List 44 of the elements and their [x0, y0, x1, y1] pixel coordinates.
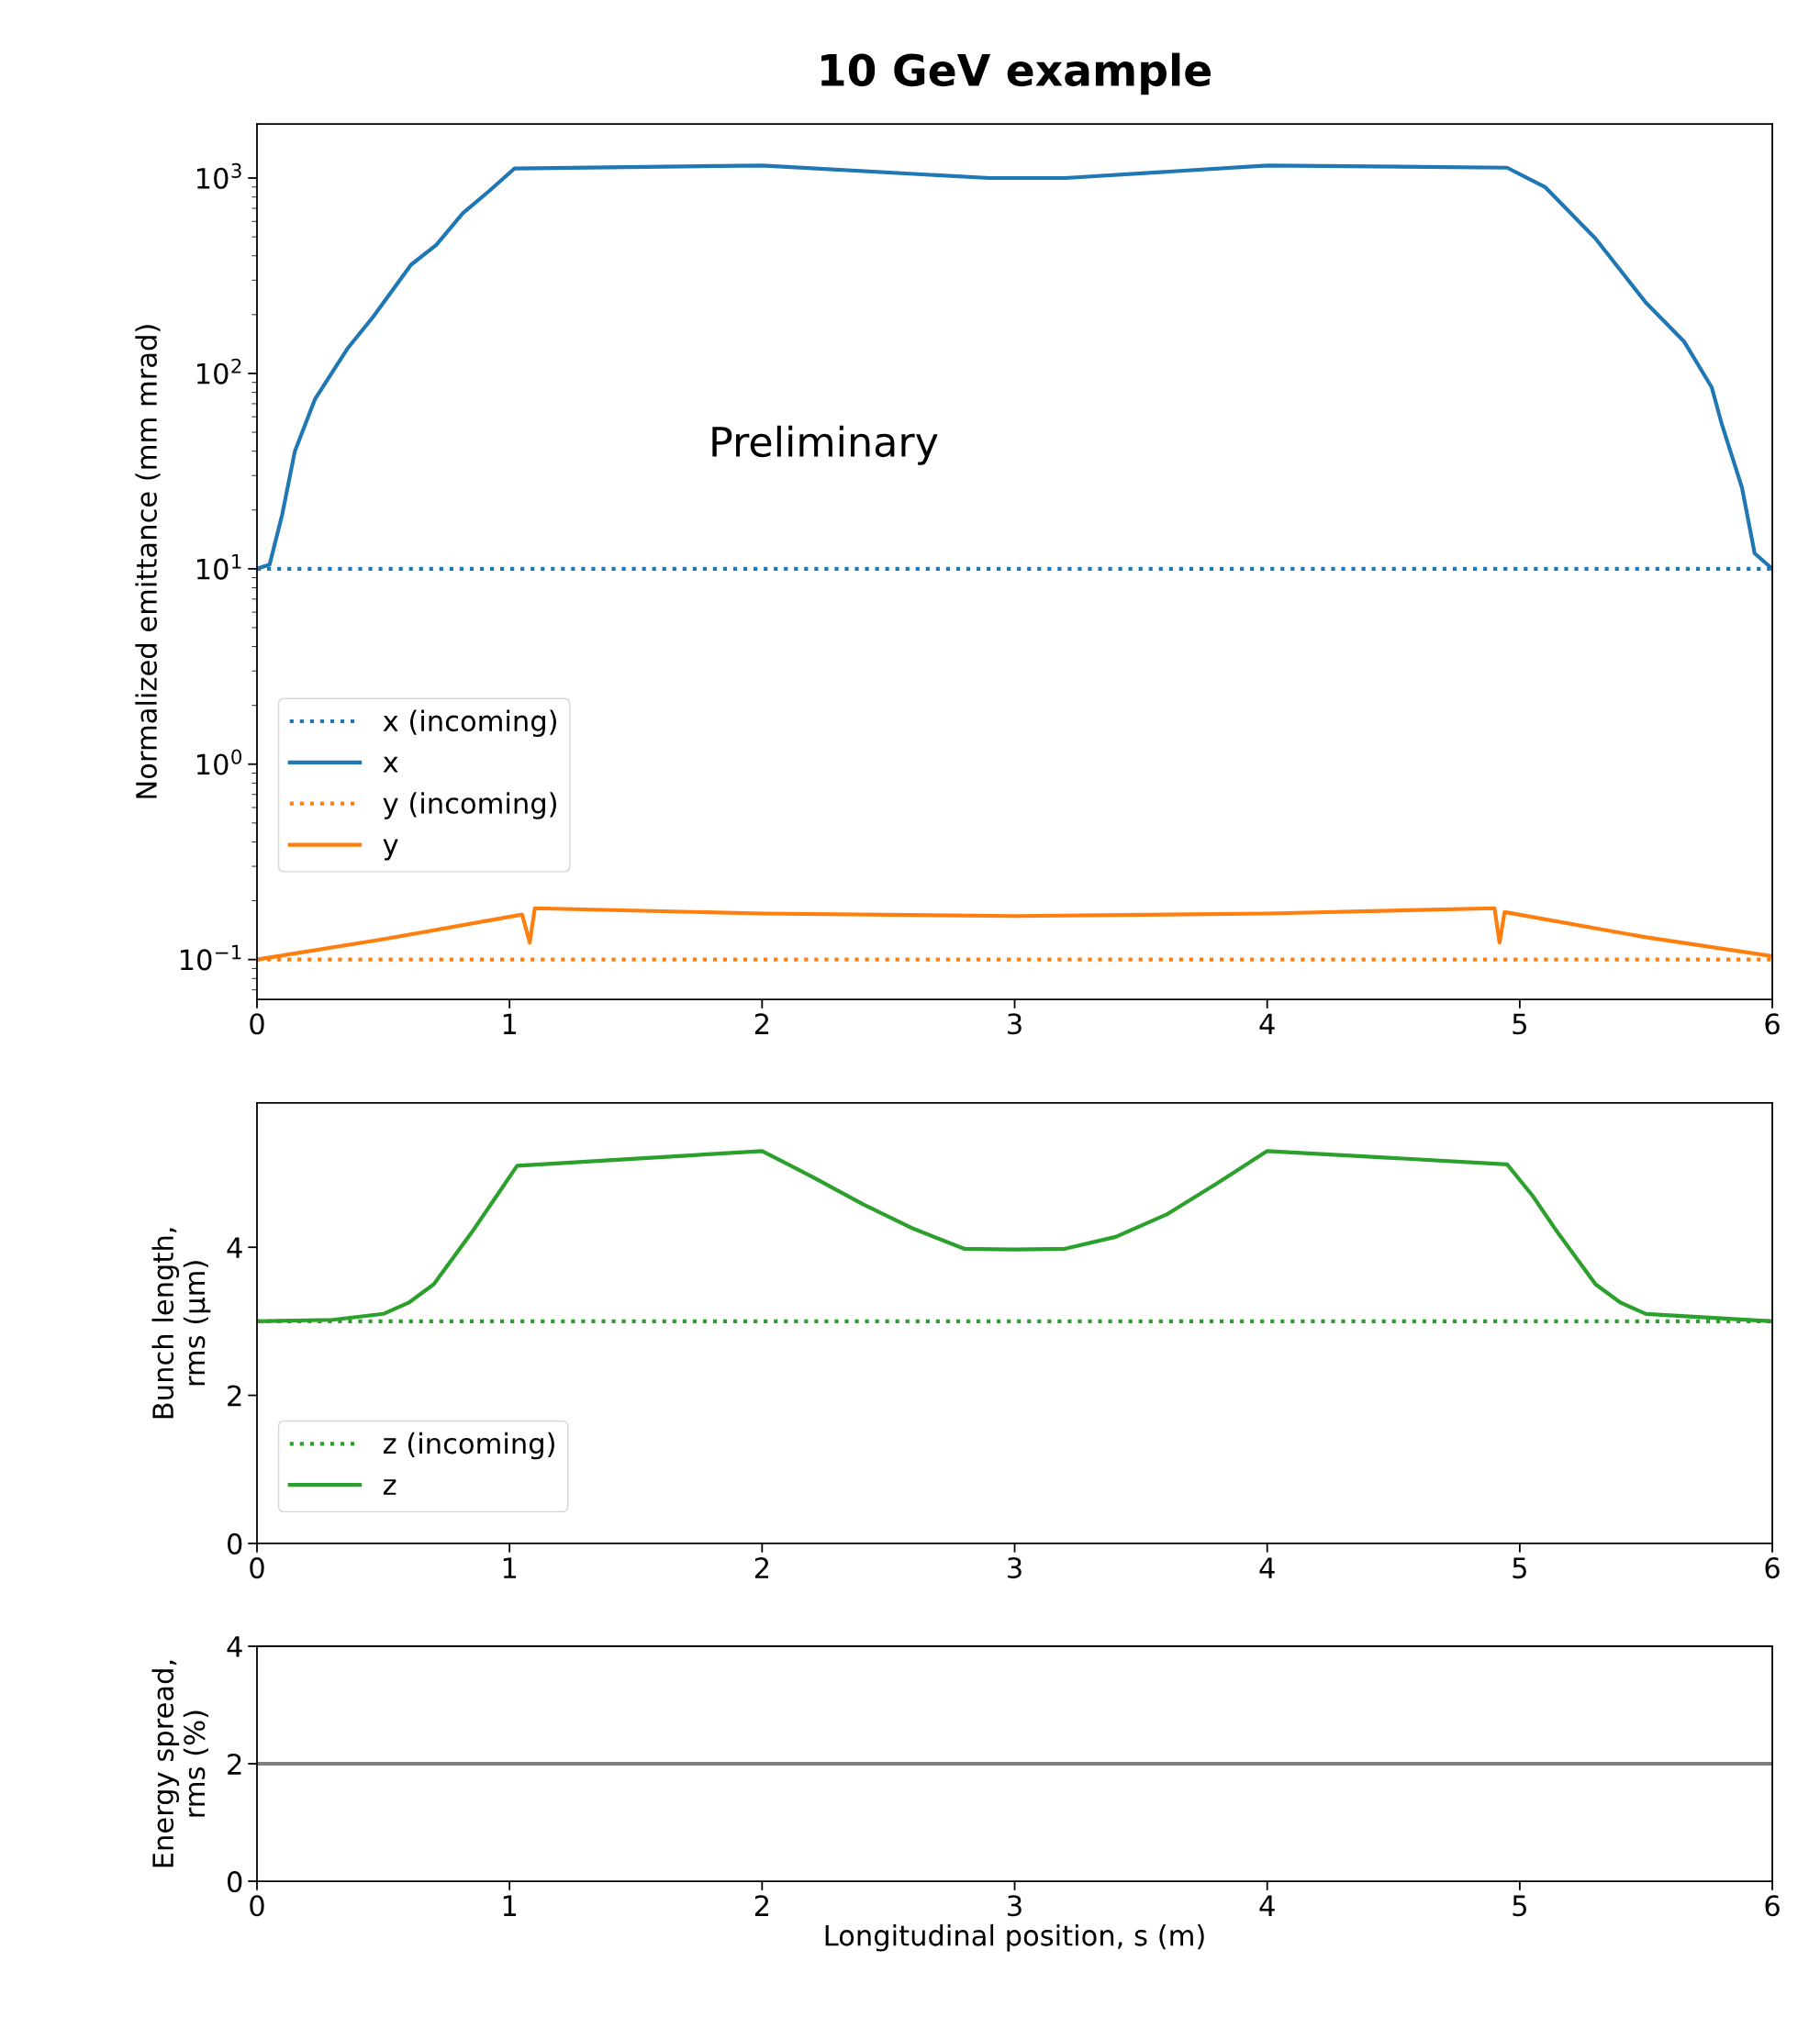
y-tick-label: 2	[228, 1753, 241, 1775]
x-tick-label: 2	[754, 1895, 769, 1916]
x-tick-label: 4	[1259, 1013, 1275, 1034]
y-tick-label: 2	[228, 1385, 241, 1407]
x-tick-label: 1	[503, 1013, 517, 1034]
x-tick-label: 1	[503, 1557, 517, 1578]
y-axis-title: Energy spread, rms (%)	[151, 1660, 208, 1867]
x-tick-label: 4	[1259, 1895, 1275, 1916]
x-axis-title: Longitudinal position, s (m)	[825, 1924, 1204, 1952]
y-tick-label: 10$^{−1}$	[180, 944, 241, 971]
x-tick-label: 2	[754, 1557, 769, 1578]
x-tick-label: 3	[1008, 1557, 1022, 1579]
y-tick-label: 4	[227, 1237, 242, 1258]
x-tick-label: 6	[1765, 1557, 1780, 1579]
x-tick-label: 5	[1513, 1895, 1526, 1917]
x-tick-label: 0	[250, 1557, 264, 1579]
y-tick-label: 0	[227, 1532, 242, 1555]
y-tick-label: 10$^{1}$	[196, 553, 241, 580]
legend-label: z	[383, 1479, 396, 1495]
x-tick-label: 0	[250, 1013, 264, 1035]
y-tick-label: 10$^{0}$	[196, 749, 241, 775]
y-tick-label: 10$^{2}$	[196, 358, 241, 384]
x-tick-label: 5	[1513, 1013, 1526, 1035]
y-tick-label: 4	[227, 1636, 242, 1657]
legend-label: y	[383, 839, 398, 861]
x-tick-label: 1	[503, 1895, 517, 1916]
x-tick-label: 6	[1765, 1013, 1780, 1035]
y-axis-title: Bunch length, rms (µm)	[151, 1228, 211, 1419]
chart-title: 10 GeV example	[821, 52, 1211, 95]
legend-label: x (incoming)	[383, 709, 556, 738]
annotation: Preliminary	[712, 425, 938, 465]
x-tick-label: 5	[1513, 1557, 1526, 1579]
y-tick-label: 10$^{3}$	[196, 162, 241, 189]
x-tick-label: 3	[1008, 1895, 1022, 1917]
x-tick-label: 6	[1765, 1895, 1780, 1917]
x-tick-label: 4	[1259, 1557, 1275, 1578]
x-tick-label: 0	[250, 1895, 264, 1917]
y-tick-label: 0	[227, 1871, 242, 1893]
y-axis-title: Normalized emittance (mm mrad)	[135, 325, 161, 798]
legend-label: y (incoming)	[383, 792, 556, 819]
legend-label: x	[383, 756, 398, 773]
x-tick-label: 3	[1008, 1013, 1022, 1035]
x-tick-label: 2	[754, 1013, 769, 1034]
legend-label: z (incoming)	[383, 1432, 554, 1460]
